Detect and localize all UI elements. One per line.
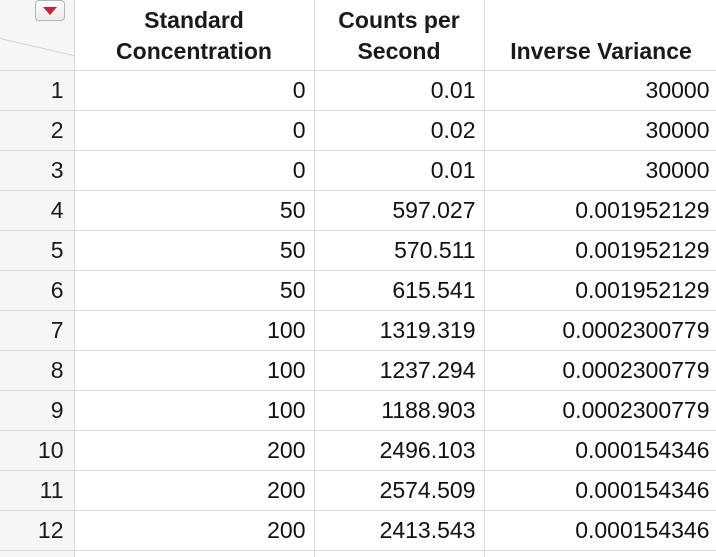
row-number[interactable]: 7 [0, 310, 75, 351]
cell-inverse-variance[interactable]: 0.0002300779 [484, 350, 716, 391]
cell-inverse-variance[interactable]: 30000 [484, 70, 716, 111]
table-menu-button[interactable] [35, 0, 65, 21]
cell-counts-per-second[interactable]: 0.01 [314, 150, 485, 191]
cell-inverse-variance[interactable]: 0.000154346 [484, 470, 716, 511]
table-row[interactable]: 1 0 0.01 30000 [0, 70, 716, 111]
cell-counts-per-second[interactable]: 1188.903 [314, 390, 485, 431]
cell-inverse-variance[interactable]: 0.000154346 [484, 510, 716, 551]
row-number[interactable]: 11 [0, 470, 75, 511]
row-number[interactable]: 9 [0, 390, 75, 431]
table-row[interactable]: 4 50 597.027 0.001952129 [0, 190, 716, 231]
cell-inverse-variance[interactable]: 30000 [484, 110, 716, 151]
cell-standard-concentration[interactable]: 50 [74, 270, 315, 311]
cell-standard-concentration[interactable]: 200 [74, 430, 315, 471]
column-header-counts-per-second[interactable]: Counts per Second [314, 0, 485, 71]
row-number[interactable]: 10 [0, 430, 75, 471]
row-number[interactable]: 5 [0, 230, 75, 271]
cell-counts-per-second[interactable]: 2413.543 [314, 510, 485, 551]
cell-standard-concentration[interactable]: 100 [74, 310, 315, 351]
row-number[interactable]: 2 [0, 110, 75, 151]
cell-inverse-variance[interactable]: 30000 [484, 150, 716, 191]
empty-cell [314, 550, 485, 557]
empty-cell [484, 550, 716, 557]
cell-counts-per-second[interactable]: 570.511 [314, 230, 485, 271]
empty-row [0, 550, 716, 557]
corner-divider [0, 38, 73, 60]
cell-counts-per-second[interactable]: 2496.103 [314, 430, 485, 471]
cell-standard-concentration[interactable]: 0 [74, 150, 315, 191]
cell-counts-per-second[interactable]: 0.02 [314, 110, 485, 151]
table-row[interactable]: 5 50 570.511 0.001952129 [0, 230, 716, 271]
table-corner [0, 0, 75, 71]
row-number[interactable]: 1 [0, 70, 75, 111]
empty-cell [74, 550, 315, 557]
row-number[interactable]: 4 [0, 190, 75, 231]
cell-standard-concentration[interactable]: 50 [74, 230, 315, 271]
table-row[interactable]: 12 200 2413.543 0.000154346 [0, 510, 716, 551]
cell-standard-concentration[interactable]: 100 [74, 390, 315, 431]
cell-inverse-variance[interactable]: 0.001952129 [484, 230, 716, 271]
cell-counts-per-second[interactable]: 0.01 [314, 70, 485, 111]
cell-standard-concentration[interactable]: 50 [74, 190, 315, 231]
cell-inverse-variance[interactable]: 0.0002300779 [484, 390, 716, 431]
column-header-standard-concentration[interactable]: Standard Concentration [74, 0, 315, 71]
cell-counts-per-second[interactable]: 1319.319 [314, 310, 485, 351]
cell-standard-concentration[interactable]: 0 [74, 70, 315, 111]
cell-standard-concentration[interactable]: 200 [74, 470, 315, 511]
cell-standard-concentration[interactable]: 100 [74, 350, 315, 391]
table-row[interactable]: 2 0 0.02 30000 [0, 110, 716, 151]
cell-counts-per-second[interactable]: 597.027 [314, 190, 485, 231]
table-row[interactable]: 8 100 1237.294 0.0002300779 [0, 350, 716, 391]
row-number[interactable]: 6 [0, 270, 75, 311]
cell-standard-concentration[interactable]: 0 [74, 110, 315, 151]
row-number[interactable]: 8 [0, 350, 75, 391]
header-row: Standard Concentration Counts per Second… [0, 0, 716, 71]
cell-inverse-variance[interactable]: 0.0002300779 [484, 310, 716, 351]
table-row[interactable]: 7 100 1319.319 0.0002300779 [0, 310, 716, 351]
row-number[interactable]: 3 [0, 150, 75, 191]
table-row[interactable]: 10 200 2496.103 0.000154346 [0, 430, 716, 471]
cell-inverse-variance[interactable]: 0.001952129 [484, 190, 716, 231]
table-row[interactable]: 3 0 0.01 30000 [0, 150, 716, 191]
cell-counts-per-second[interactable]: 615.541 [314, 270, 485, 311]
cell-inverse-variance[interactable]: 0.001952129 [484, 270, 716, 311]
column-header-inverse-variance[interactable]: Inverse Variance [484, 0, 716, 71]
cell-counts-per-second[interactable]: 1237.294 [314, 350, 485, 391]
table-row[interactable]: 11 200 2574.509 0.000154346 [0, 470, 716, 511]
cell-counts-per-second[interactable]: 2574.509 [314, 470, 485, 511]
empty-row-number [0, 550, 75, 557]
cell-standard-concentration[interactable]: 200 [74, 510, 315, 551]
cell-inverse-variance[interactable]: 0.000154346 [484, 430, 716, 471]
table-row[interactable]: 6 50 615.541 0.001952129 [0, 270, 716, 311]
red-triangle-menu-icon [43, 7, 57, 15]
row-number[interactable]: 12 [0, 510, 75, 551]
table-row[interactable]: 9 100 1188.903 0.0002300779 [0, 390, 716, 431]
